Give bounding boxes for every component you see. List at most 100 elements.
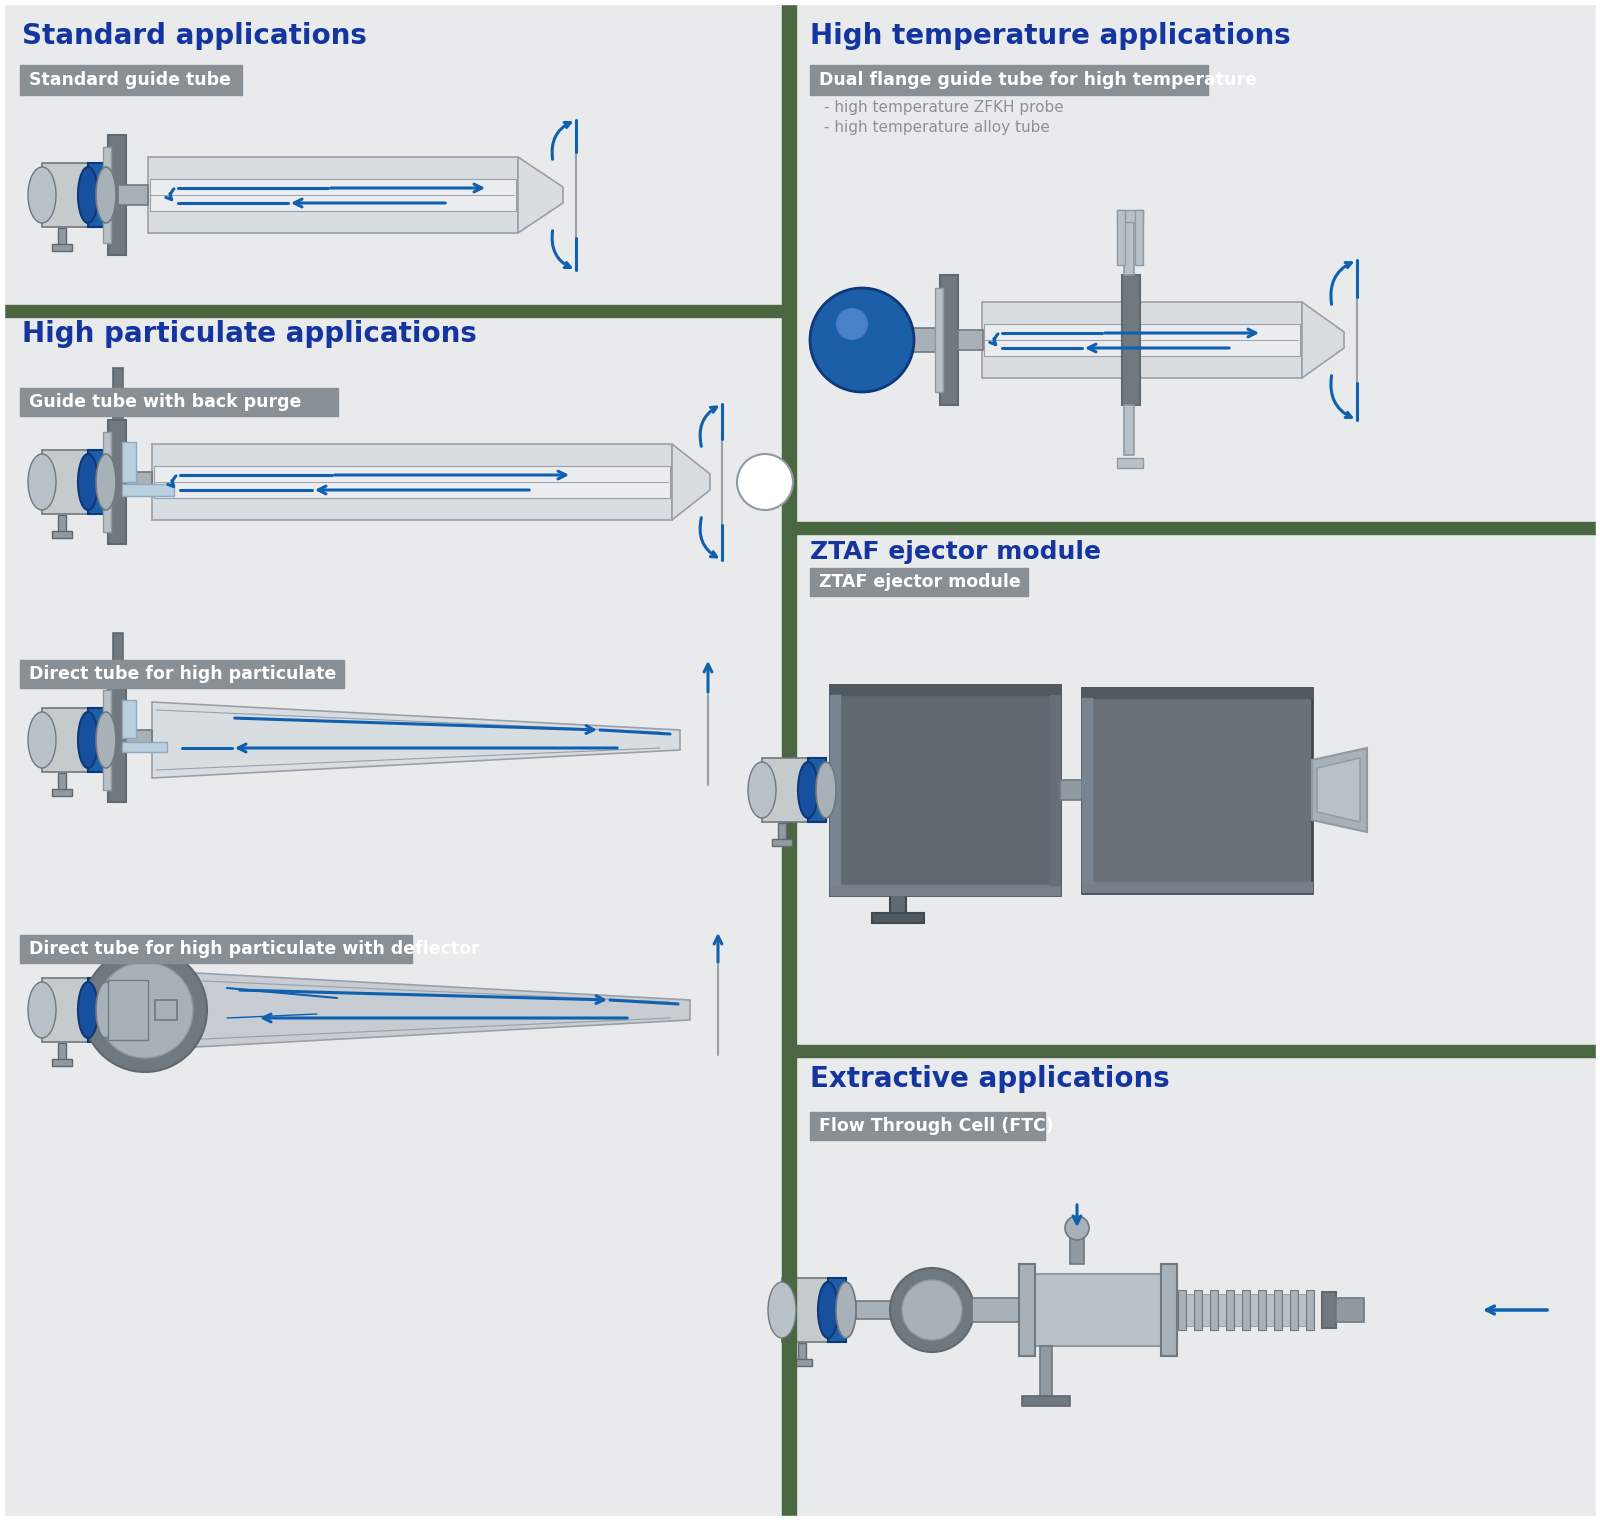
Bar [0,1515,1600,1520]
Bar [810,65,1208,94]
Bar [1082,689,1312,698]
Bar [1122,275,1139,404]
Bar [1019,1265,1035,1356]
Text: Standard guide tube: Standard guide tube [29,71,230,90]
Bar [1022,1395,1070,1406]
Bar [1210,1290,1218,1330]
Bar [1597,0,1600,1520]
Bar [1202,1294,1210,1325]
Bar [88,450,106,514]
Ellipse shape [96,454,115,511]
Text: ZTAF ejector module: ZTAF ejector module [819,573,1021,591]
Circle shape [835,309,867,340]
Bar [126,730,152,749]
Bar [829,1278,846,1342]
Bar [1082,689,1312,894]
Bar [114,632,123,678]
Bar [1123,217,1134,275]
Polygon shape [1312,748,1366,831]
Bar [58,1043,66,1061]
Bar [42,977,90,1043]
Polygon shape [518,157,563,233]
Ellipse shape [29,982,56,1038]
Bar [19,65,242,94]
Ellipse shape [29,167,56,223]
Bar [778,822,786,841]
Circle shape [810,287,914,392]
Bar [155,1000,178,1020]
Bar [122,701,136,739]
Circle shape [1066,1216,1090,1240]
Ellipse shape [78,454,98,511]
Bar [122,483,174,496]
Ellipse shape [78,169,102,220]
Text: Direct tube for high particulate with deflector: Direct tube for high particulate with de… [29,939,480,958]
Bar [856,1301,910,1319]
Text: Guide tube with back purge: Guide tube with back purge [29,394,301,410]
Bar [109,420,126,544]
Bar [154,467,670,499]
Bar [126,473,152,492]
Bar [19,660,344,689]
Bar [934,287,942,392]
Text: Flow Through Cell (FTC): Flow Through Cell (FTC) [819,1117,1054,1135]
Ellipse shape [78,714,102,766]
Bar [1117,458,1142,468]
Polygon shape [1302,302,1344,378]
Bar [1234,1294,1242,1325]
Ellipse shape [818,1284,842,1336]
Text: ZTAF ejector module: ZTAF ejector module [810,540,1101,564]
Bar [19,935,413,964]
Bar [1322,1292,1336,1328]
Bar [42,708,90,772]
Bar [1117,210,1125,264]
Bar [147,157,518,233]
Ellipse shape [96,167,115,223]
Bar [88,163,106,226]
Bar [1162,1265,1178,1356]
Bar [973,1298,1022,1322]
Bar [102,147,110,243]
Bar [1282,1294,1290,1325]
Text: Standard applications: Standard applications [22,21,366,50]
Ellipse shape [78,983,102,1037]
Bar [1274,1290,1282,1330]
Polygon shape [1317,758,1360,822]
Bar [122,742,166,752]
Bar [941,275,958,404]
Bar [58,774,66,790]
Polygon shape [178,971,690,1047]
Bar [0,0,3,1520]
Text: - high temperature alloy tube: - high temperature alloy tube [824,120,1050,135]
Bar [114,368,123,420]
Circle shape [83,948,206,1072]
Bar [958,330,982,350]
Bar [51,789,72,796]
Text: High temperature applications: High temperature applications [810,21,1291,50]
Bar [912,328,941,353]
Bar [782,1278,830,1342]
Bar [1298,1294,1306,1325]
Bar [1218,1294,1226,1325]
Ellipse shape [96,711,115,768]
Bar [1306,1290,1314,1330]
Bar [102,432,110,532]
Bar [782,0,797,1520]
Bar [58,515,66,534]
Bar [109,980,147,1040]
Ellipse shape [818,1281,838,1338]
Bar [872,914,925,923]
Bar [0,306,782,318]
Bar [982,302,1302,378]
Bar [1266,1294,1274,1325]
Bar [1082,882,1312,892]
Bar [118,185,147,205]
Bar [51,530,72,538]
Bar [150,179,515,211]
Ellipse shape [835,1281,856,1338]
Polygon shape [672,444,710,520]
Ellipse shape [78,456,102,508]
Bar [810,1113,1045,1140]
Bar [1050,695,1059,885]
Bar [109,678,126,803]
